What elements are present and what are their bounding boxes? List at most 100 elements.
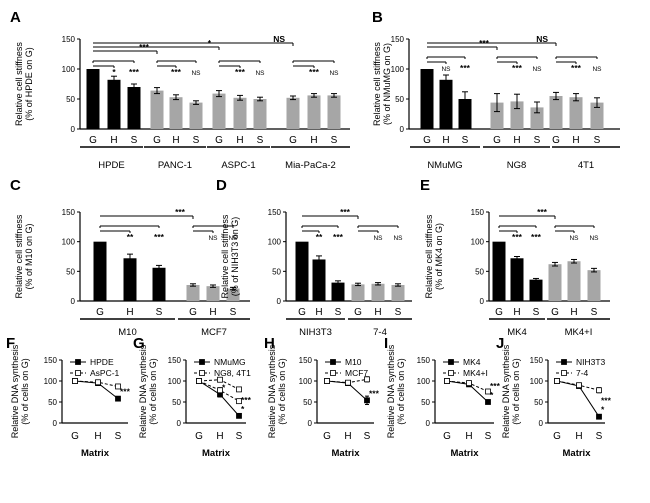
significance-label-G: * xyxy=(241,404,245,414)
legend-marker-J xyxy=(561,370,567,376)
x-category-label-A: H xyxy=(310,135,317,146)
y-tick-label-H: 50 xyxy=(303,398,312,407)
y-tick-label-A: 150 xyxy=(62,35,76,44)
y-axis-title-G: (% of cells on G) xyxy=(148,358,158,425)
bar-B-4T1-S xyxy=(590,102,604,129)
significance-label-A: *** xyxy=(235,67,246,77)
significance-label-C: NS xyxy=(228,235,238,242)
significance-label-D: *** xyxy=(333,232,344,242)
x-category-label-A: H xyxy=(236,135,243,146)
legend-label-G: NMuMG xyxy=(214,357,246,367)
bar-B-NMuMG-S xyxy=(458,99,472,129)
x-category-label-B: G xyxy=(423,135,431,146)
y-tick-label-F: 0 xyxy=(53,419,58,428)
data-point-I xyxy=(485,399,491,405)
y-tick-label-F: 150 xyxy=(44,356,58,365)
significance-label-D: *** xyxy=(340,207,351,217)
x-category-label-E: S xyxy=(591,307,598,318)
data-point-I xyxy=(485,388,491,395)
x-category-label-E: H xyxy=(570,307,577,318)
x-axis-title-F: Matrix xyxy=(81,448,110,459)
x-category-label-C: S xyxy=(230,307,237,318)
y-tick-label-D: 100 xyxy=(268,238,282,247)
bar-E-MK4-S xyxy=(529,279,543,301)
x-category-label-C: G xyxy=(189,307,197,318)
y-tick-label-I: 100 xyxy=(417,377,431,386)
data-point-H xyxy=(324,378,330,384)
data-point-G xyxy=(217,387,223,394)
legend-marker-G xyxy=(199,370,205,376)
x-category-label-D: S xyxy=(395,307,402,318)
group-label-A: PANC-1 xyxy=(158,160,192,171)
bar-E-MK4+I-G xyxy=(548,264,562,301)
x-category-label-E: G xyxy=(551,307,559,318)
x-category-label-C: G xyxy=(96,307,104,318)
bar-A-Mia-PaCa-2-H xyxy=(307,95,321,129)
significance-label-E: NS xyxy=(589,235,599,242)
x-category-label-D: H xyxy=(315,307,322,318)
y-axis-title-J: (% of cells on G) xyxy=(511,358,521,425)
data-point-H xyxy=(345,379,351,386)
legend-label-J: NIH3T3 xyxy=(576,357,606,367)
significance-label-B: NS xyxy=(592,66,602,73)
data-point-J xyxy=(554,378,560,384)
data-point-I xyxy=(444,378,450,384)
bar-D-NIH3T3-H xyxy=(312,259,326,301)
bar-C-M10-S xyxy=(152,267,166,301)
legend-label-F: AsPC-1 xyxy=(90,368,120,378)
group-label-A: Mia-PaCa-2 xyxy=(285,160,336,171)
group-label-B: 4T1 xyxy=(578,160,594,171)
significance-label-I: *** xyxy=(490,381,501,391)
significance-label-C: ** xyxy=(127,232,134,242)
data-point-H xyxy=(364,376,370,383)
y-tick-label-E: 100 xyxy=(471,238,485,247)
bar-A-ASPC-1-S xyxy=(253,99,267,129)
data-point-G xyxy=(236,412,242,419)
legend-marker-I xyxy=(448,359,454,365)
x-category-label-A: S xyxy=(257,135,264,146)
y-tick-label-F: 50 xyxy=(48,398,57,407)
data-point-F xyxy=(115,395,121,402)
x-category-label-A: G xyxy=(89,135,97,146)
x-category-label-J: H xyxy=(575,431,582,442)
x-category-label-G: S xyxy=(236,431,243,442)
x-category-label-B: H xyxy=(513,135,520,146)
significance-label-A: NS xyxy=(255,70,265,77)
x-category-label-F: S xyxy=(115,431,122,442)
bar-A-HPDE-G xyxy=(86,69,100,129)
y-tick-label-E: 0 xyxy=(480,297,485,306)
group-label-D: 7-4 xyxy=(373,327,387,338)
bar-A-HPDE-H xyxy=(107,79,121,129)
x-category-label-I: S xyxy=(485,431,492,442)
significance-label-C: NS xyxy=(208,235,218,242)
y-axis-title-B: Relative cell stiffness xyxy=(372,42,382,126)
data-point-J xyxy=(576,382,582,389)
y-tick-label-H: 100 xyxy=(299,377,313,386)
y-tick-label-A: 100 xyxy=(62,65,76,74)
y-tick-label-G: 100 xyxy=(168,377,182,386)
legend-label-J: 7-4 xyxy=(576,368,589,378)
x-category-label-A: S xyxy=(193,135,200,146)
y-tick-label-D: 0 xyxy=(277,297,282,306)
group-label-E: MK4+I xyxy=(565,327,593,338)
x-axis-title-H: Matrix xyxy=(332,448,361,459)
y-tick-label-G: 50 xyxy=(172,398,181,407)
y-tick-label-J: 0 xyxy=(539,419,544,428)
significance-label-H: *** xyxy=(369,388,380,398)
x-category-label-F: H xyxy=(94,431,101,442)
data-point-G xyxy=(236,398,242,405)
significance-label-A: *** xyxy=(309,67,320,77)
bar-A-HPDE-S xyxy=(127,87,141,129)
bar-B-NG8-S xyxy=(530,107,544,129)
legend-label-I: MK4 xyxy=(463,357,481,367)
significance-label-A: * xyxy=(112,67,116,77)
y-tick-label-E: 150 xyxy=(471,208,485,217)
significance-label-E: *** xyxy=(531,232,542,242)
bar-E-MK4-H xyxy=(510,258,524,301)
data-point-F xyxy=(115,383,121,390)
x-category-label-G: G xyxy=(195,431,203,442)
significance-label-D: NS xyxy=(373,235,383,242)
y-tick-label-J: 150 xyxy=(530,356,544,365)
y-tick-label-F: 100 xyxy=(44,377,58,386)
